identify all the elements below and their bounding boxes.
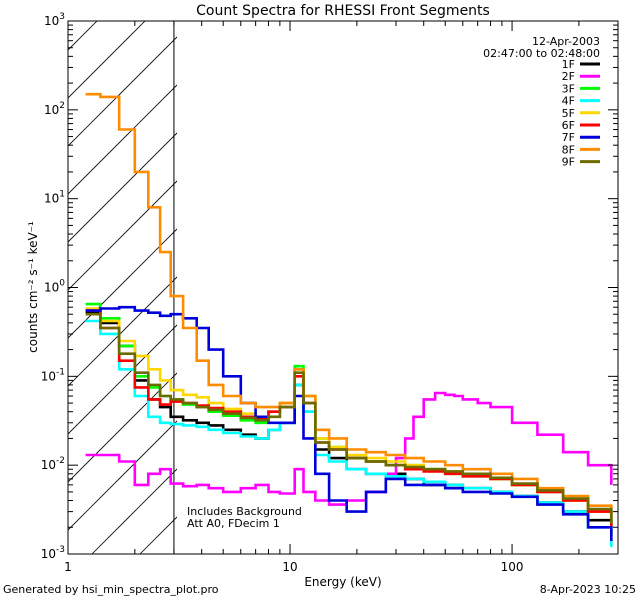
x-axis: 1 10 100 xyxy=(64,21,619,574)
hatch-line xyxy=(68,180,177,291)
legend-label-1F: 1F xyxy=(562,58,575,71)
legend-label-8F: 8F xyxy=(562,143,575,156)
info-date: 12-Apr-2003 xyxy=(532,35,600,48)
hatch-line xyxy=(68,228,177,339)
time-range-info: 12-Apr-2003 02:47:00 to 02:48:00 xyxy=(483,35,600,60)
series-9F xyxy=(85,312,613,524)
y-tick-label: 100 xyxy=(44,279,65,295)
legend-label-5F: 5F xyxy=(562,107,575,120)
legend-label-3F: 3F xyxy=(562,82,575,95)
series-2F xyxy=(85,391,613,506)
y-tick-label: 103 xyxy=(44,12,65,28)
y-tick-label: 10-1 xyxy=(41,367,65,383)
series-layer xyxy=(85,92,613,547)
legend-label-4F: 4F xyxy=(562,95,575,108)
x-tick-label: 10 xyxy=(282,560,297,574)
hatch-line xyxy=(68,21,146,99)
y-tick-label: 101 xyxy=(44,190,65,206)
info-time-range: 02:47:00 to 02:48:00 xyxy=(483,47,600,60)
y-tick-label: 10-3 xyxy=(41,545,65,561)
annotation-attenuator: Att A0, FDecim 1 xyxy=(187,517,280,530)
y-axis-label: counts cm⁻² s⁻¹ keV⁻¹ xyxy=(26,221,40,353)
hatch-line xyxy=(68,420,177,531)
y-axis: 10-3 10-2 10-1 100 101 102 103 xyxy=(41,12,618,561)
annotation: Includes Background Att A0, FDecim 1 xyxy=(187,505,302,530)
x-tick-label: 1 xyxy=(64,560,72,574)
legend-label-9F: 9F xyxy=(562,156,575,169)
footer-date: 8-Apr-2023 10:25 xyxy=(539,583,636,596)
y-tick-label: 102 xyxy=(44,101,65,117)
annotation-background: Includes Background xyxy=(187,505,302,518)
y-tick-label: 10-2 xyxy=(41,456,65,472)
legend-label-7F: 7F xyxy=(562,131,575,144)
hatch-line xyxy=(68,36,177,147)
x-axis-label: Energy (keV) xyxy=(304,575,381,589)
legend-label-2F: 2F xyxy=(562,70,575,83)
chart-title: Count Spectra for RHESSI Front Segments xyxy=(196,3,490,19)
footer-generated-by: Generated by hsi_min_spectra_plot.pro xyxy=(3,583,219,596)
x-tick-label: 100 xyxy=(501,560,524,574)
legend-label-6F: 6F xyxy=(562,119,575,132)
